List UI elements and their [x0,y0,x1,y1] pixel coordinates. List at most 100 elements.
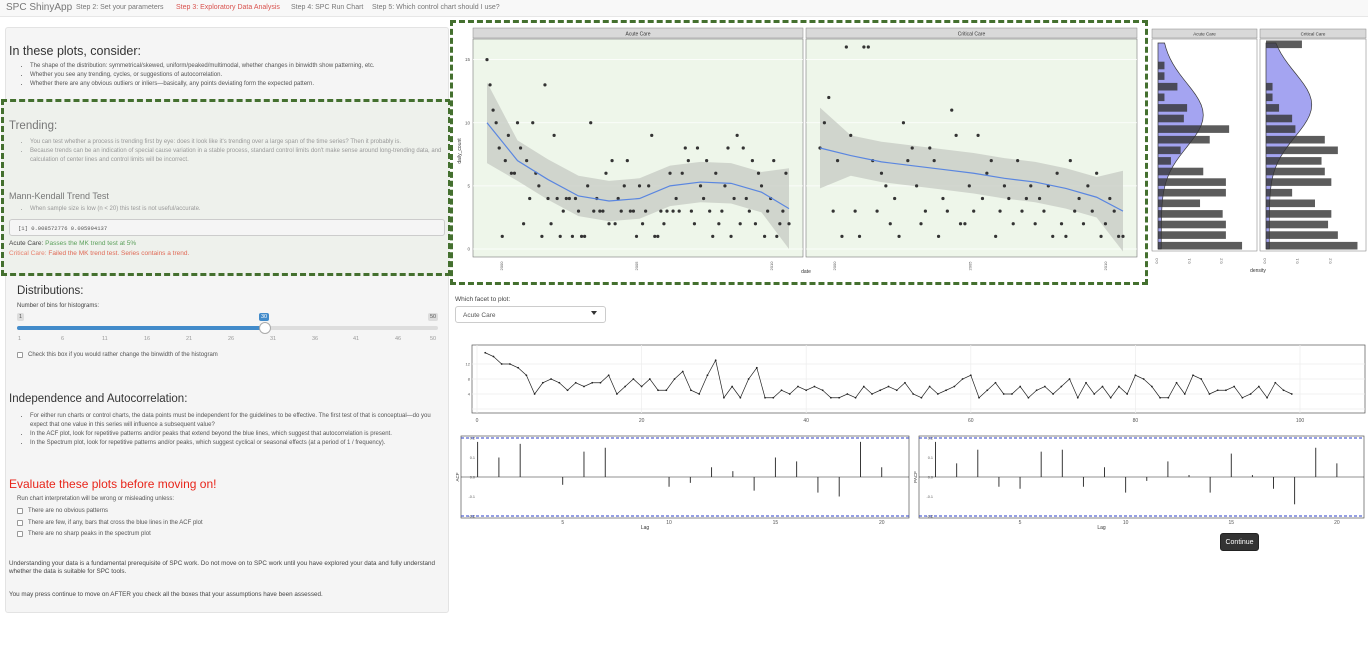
data-point [573,196,578,201]
tab-exploratory-data-analysis[interactable]: Step 3: Exploratory Data Analysis [176,4,280,11]
mann-kendall-heading: Mann-Kendall Trend Test [9,191,109,201]
spectrum-checkbox[interactable] [17,531,23,537]
y-tick-label: 15 [465,57,471,62]
x-tick-label: 0 [476,418,479,424]
run-point [912,393,915,395]
run-point [706,374,709,377]
binwidth-checkbox[interactable] [17,352,23,358]
app-brand[interactable]: SPC ShinyApp [6,2,73,13]
slider-tick: 11 [102,336,108,342]
histogram-bar [1158,241,1243,250]
x-tick-label: 2005 [634,261,639,271]
y-tick-label: 0.0 [470,476,475,480]
y-tick-label: 0.2 [470,437,475,441]
x-tick-label: 2010 [1103,261,1108,271]
data-point [759,184,764,188]
histogram-bar [1266,157,1322,165]
run-point [484,351,487,354]
x-tick-label: 20 [1334,520,1340,526]
confidence-band [487,82,789,249]
data-point [989,159,993,163]
x-tick-label: 40 [803,418,809,424]
data-point [744,196,748,201]
data-point [546,196,550,201]
data-point [604,171,608,175]
data-point [1103,222,1108,226]
acute-care-result-text: Passes the MK trend test at 5% [45,240,137,247]
run-point [821,389,824,392]
data-point [766,209,770,213]
run-point [887,385,890,388]
run-series-chart: 0 20 40 60 80 100 4 8 12 [466,344,1366,424]
independence-item: In the ACF plot, look for repetitive pat… [30,430,446,439]
continue-button[interactable]: Continue [1220,533,1259,551]
data-point [750,159,754,163]
facet-select[interactable]: Acute Care [455,306,606,323]
data-point [787,222,791,226]
slider-tick: 16 [144,336,151,342]
data-point [720,209,724,213]
histogram-bar [1158,104,1188,112]
binwidth-checkbox-row[interactable]: Check this box if you would rather chang… [17,352,218,358]
data-point [671,209,675,213]
data-point [485,58,489,62]
confidence-band [820,107,1123,252]
histogram-bar [1266,114,1293,123]
binwidth-checkbox-label: Check this box if you would rather chang… [28,352,218,358]
run-point [607,374,610,377]
run-point [1068,378,1071,380]
acf-checkbox[interactable] [17,520,23,526]
chevron-down-icon[interactable] [591,311,597,315]
run-point [1192,374,1194,377]
run-point [788,393,791,395]
bins-slider-handle[interactable] [259,322,271,334]
data-point [1051,234,1055,238]
data-point [893,196,897,201]
patterns-checkbox[interactable] [17,508,23,514]
run-point [846,393,849,395]
run-point [928,385,931,388]
run-point [1225,389,1227,392]
histogram-bar [1266,104,1280,112]
run-point [739,396,742,399]
run-point [904,381,906,384]
data-point [1037,196,1042,201]
x-tick-label: 5 [561,520,564,526]
run-point [648,378,651,380]
check-row-acf[interactable]: There are few, if any, bars that cross t… [17,520,203,526]
data-point [1099,234,1103,238]
run-point [1175,381,1178,384]
tab-spc-run-chart[interactable]: Step 4: SPC Run Chart [291,4,364,11]
check-row-spectrum[interactable]: There are no sharp peaks in the spectrum… [17,531,151,537]
x-tick-label: 0.0 [1154,257,1159,263]
histogram-bar [1158,93,1165,102]
data-point [640,222,645,226]
data-point [726,146,730,150]
run-point [1101,385,1104,388]
trend-scatter-chart: Acute Care 2000 2005 2010 Critical Care 2000 2… [453,23,1145,282]
data-point [1121,234,1125,238]
run-point [1035,389,1038,392]
data-point [831,209,835,213]
histogram-bar [1266,241,1358,250]
data-point [549,222,553,226]
data-point [677,209,681,213]
run-point [640,385,643,388]
run-point [879,389,882,392]
data-point [994,234,998,238]
distributions-heading: Distributions: [17,285,84,297]
data-point [506,133,510,137]
run-point [1167,396,1170,399]
histogram-bar [1158,135,1210,144]
x-tick-label: 0.1 [1186,257,1191,263]
understanding-paragraph: Understanding your data is a fundamental… [9,560,435,575]
tab-which-control-chart[interactable]: Step 5: Which control chart should I use… [372,4,500,11]
run-point [509,363,511,365]
run-point [657,389,659,392]
acf-chart: 5 10 15 20 -0.2 -0.1 0.0 0.1 0.2 Lag ACF [455,435,910,531]
run-point [632,378,635,380]
run-point [1282,389,1285,392]
data-point [695,146,700,150]
check-row-patterns[interactable]: There are no obvious patterns [17,508,108,514]
tab-set-parameters[interactable]: Step 2: Set your parameters [76,4,164,11]
